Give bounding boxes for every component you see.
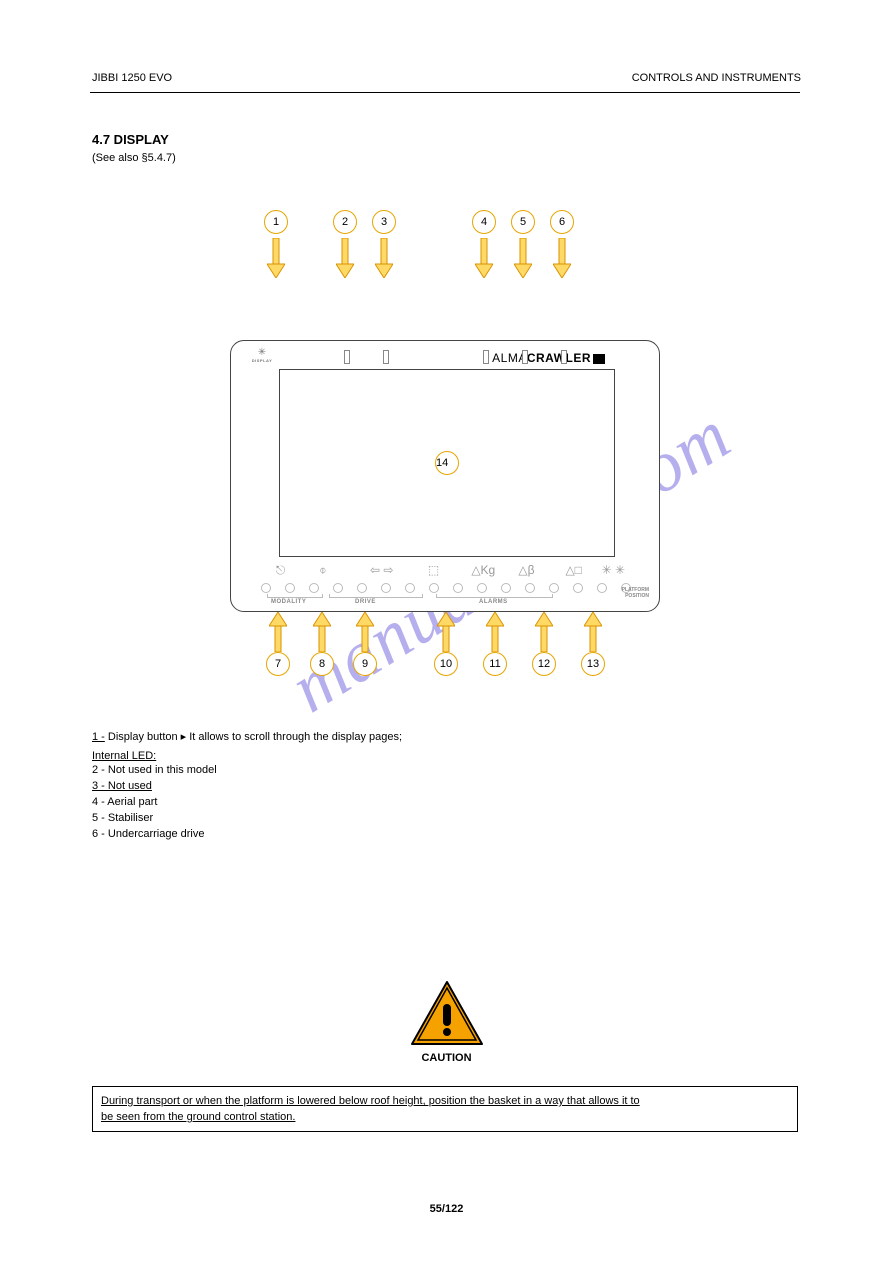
callout-10: 10 — [434, 608, 458, 676]
display-diagram: ✳ DISPLAY ALMACRAWLER 14 ⎋⌽⇦ ⇨⬚△Kg△β△□✳ … — [230, 210, 660, 690]
panel-icon: ✳ ✳ — [602, 563, 625, 577]
led-dot — [381, 583, 391, 593]
warning-line-2: be seen from the ground control station. — [101, 1109, 789, 1125]
platform-position-label: PLATFORM POSITION — [622, 587, 649, 599]
section-bracket — [267, 594, 323, 598]
section-label: MODALITY — [271, 599, 331, 605]
section-subtitle: (See also §5.4.7) — [92, 152, 176, 164]
led-slot — [561, 350, 567, 364]
led-dot — [405, 583, 415, 593]
panel-icon: ⇦ ⇨ — [370, 563, 393, 577]
led-slot — [383, 350, 389, 364]
led-dot — [429, 583, 439, 593]
section-title: 4.7 DISPLAY — [92, 132, 169, 147]
callout-1: 1 — [264, 210, 288, 278]
led-slot — [344, 350, 350, 364]
warning-box: During transport or when the platform is… — [92, 1086, 798, 1132]
led-slot — [483, 350, 489, 364]
led-dot — [573, 583, 583, 593]
led-dot — [549, 583, 559, 593]
led-dot — [285, 583, 295, 593]
led-dot — [477, 583, 487, 593]
header-right: CONTROLS AND INSTRUMENTS — [632, 72, 801, 84]
led-dot — [453, 583, 463, 593]
body-line: 4 - Aerial part — [92, 796, 157, 808]
section-label: ALARMS — [479, 599, 539, 605]
display-button-label: DISPLAY — [249, 358, 275, 363]
section-bracket — [329, 594, 423, 598]
device-body: ✳ DISPLAY ALMACRAWLER 14 ⎋ ⌽ ⇦ ⇨ ⬚ △Kg △β △□ ✳ … — [230, 340, 660, 612]
callout-3: 3 — [372, 210, 396, 278]
led-dot — [501, 583, 511, 593]
panel-icon: △□ — [565, 563, 581, 577]
page-number: 55/122 — [0, 1203, 893, 1215]
led-dot — [357, 583, 367, 593]
brand-bold: CRAWLER — [527, 351, 591, 365]
body-line: 3 - Not used — [92, 780, 152, 792]
panel-icon: ⎋ — [276, 563, 286, 578]
device-screen: 14 — [279, 369, 615, 557]
callout-12: 12 — [532, 608, 556, 676]
body-line: 2 - Not used in this model — [92, 764, 217, 776]
panel-icon: △β — [518, 563, 534, 577]
callout-7: 7 — [266, 608, 290, 676]
callout-13: 13 — [581, 608, 605, 676]
body-line: 1 - Display button ▸ It allows to scroll… — [92, 730, 402, 743]
caution-label: CAUTION — [408, 1052, 486, 1064]
panel-icon: ⬚ — [428, 563, 439, 577]
callout-14: 14 — [435, 451, 459, 475]
section-label: DRIVE — [355, 599, 415, 605]
callout-6: 6 — [550, 210, 574, 278]
display-button: ✳ DISPLAY — [249, 347, 275, 363]
section-bracket — [436, 594, 553, 598]
led-dot — [597, 583, 607, 593]
led-dot — [333, 583, 343, 593]
page-root: JIBBI 1250 EVO CONTROLS AND INSTRUMENTS … — [0, 0, 893, 1263]
warning-line-1: During transport or when the platform is… — [101, 1093, 789, 1109]
body-line: Internal LED: — [92, 750, 156, 762]
body-line: 6 - Undercarriage drive — [92, 828, 205, 840]
caution-icon — [408, 980, 486, 1048]
callout-5: 5 — [511, 210, 535, 278]
callout-11: 11 — [483, 608, 507, 676]
led-dot — [525, 583, 535, 593]
body-line: 5 - Stabiliser — [92, 812, 153, 824]
callout-4: 4 — [472, 210, 496, 278]
led-dot — [309, 583, 319, 593]
header-rule — [90, 92, 800, 93]
brand-label: ALMACRAWLER — [492, 351, 605, 365]
header-left: JIBBI 1250 EVO — [92, 72, 172, 84]
led-slot — [522, 350, 528, 364]
icon-row: ⎋ ⌽ ⇦ ⇨ ⬚ △Kg △β △□ ✳ ✳ — [265, 563, 627, 581]
led-dot — [261, 583, 271, 593]
callout-8: 8 — [310, 608, 334, 676]
callout-9: 9 — [353, 608, 377, 676]
panel-icon: ⌽ — [319, 563, 326, 578]
callout-2: 2 — [333, 210, 357, 278]
caution-block: CAUTION — [408, 980, 486, 1064]
led-dot-row — [261, 583, 631, 593]
panel-icon: △Kg — [471, 563, 495, 577]
